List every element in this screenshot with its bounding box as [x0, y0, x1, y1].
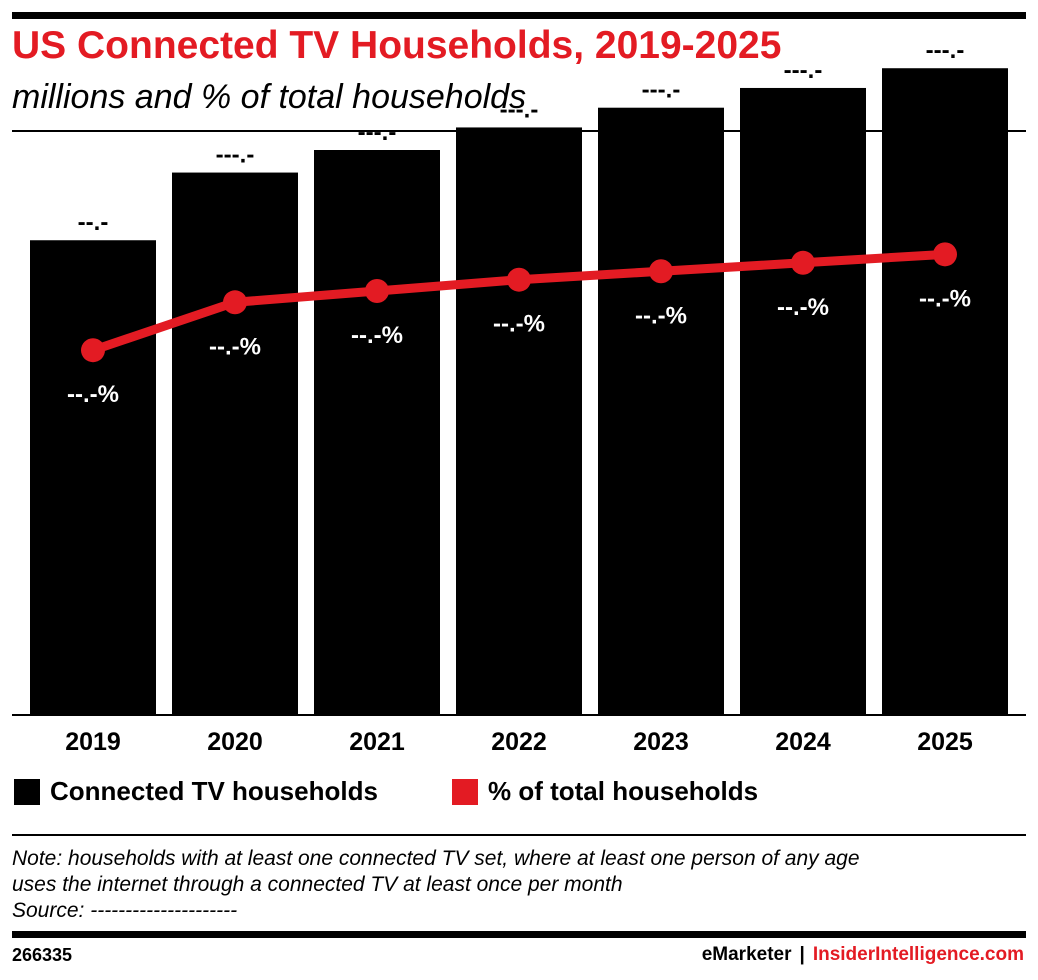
- line-point-2025: [933, 242, 957, 267]
- line-value-label-2025: --.-%: [919, 285, 971, 312]
- bottom-rule: [12, 931, 1026, 938]
- bar-value-label-2021: ---.-: [358, 119, 397, 146]
- note-rule: [12, 834, 1026, 836]
- x-tick-label-2025: 2025: [917, 728, 973, 756]
- bar-value-label-2019: --.-: [78, 209, 109, 236]
- bar-value-label-2025: ---.-: [926, 37, 965, 64]
- x-axis-line: [12, 714, 1026, 716]
- line-value-label-2021: --.-%: [351, 322, 403, 349]
- bar-value-label-2024: ---.-: [784, 57, 823, 84]
- bar-2021: [314, 150, 440, 714]
- legend-item-bars: Connected TV households: [14, 776, 378, 807]
- line-point-2021: [365, 279, 389, 303]
- x-tick-label-2023: 2023: [633, 728, 689, 756]
- bar-2019: [30, 240, 156, 715]
- x-tick-label-2021: 2021: [349, 728, 405, 756]
- line-value-label-2023: --.-%: [635, 302, 687, 329]
- line-point-2019: [81, 338, 105, 363]
- top-rule: [12, 12, 1026, 19]
- chart-subtitle: millions and % of total households: [12, 78, 527, 116]
- line-value-label-2022: --.-%: [493, 311, 545, 338]
- line-point-2023: [649, 259, 673, 284]
- x-tick-label-2022: 2022: [491, 728, 547, 756]
- bar-value-label-2022: ---.-: [500, 96, 539, 123]
- legend-swatch-bars: [14, 778, 40, 805]
- source-line: Source: ---------------------: [12, 899, 238, 922]
- chart-title: US Connected TV Households, 2019-2025: [12, 24, 782, 67]
- brand-separator: |: [799, 944, 805, 965]
- chart-note: Note: households with at least one conne…: [12, 846, 1022, 924]
- line-value-label-2024: --.-%: [777, 294, 829, 321]
- legend-item-line: % of total households: [452, 776, 758, 807]
- legend-label-bars: Connected TV households: [50, 776, 378, 806]
- x-tick-label-2024: 2024: [775, 728, 831, 756]
- line-point-2020: [223, 290, 247, 315]
- line-value-label-2019: --.-%: [67, 381, 119, 408]
- line-point-2024: [791, 250, 815, 275]
- brand-insider-intelligence: InsiderIntelligence.com: [812, 944, 1024, 965]
- note-line-1: Note: households with at least one conne…: [12, 847, 860, 870]
- bar-2024: [740, 87, 866, 714]
- x-tick-label-2020: 2020: [207, 728, 263, 756]
- bar-2025: [882, 68, 1008, 715]
- chart-id: 266335: [12, 945, 73, 965]
- line-value-label-2020: --.-%: [209, 333, 261, 360]
- x-tick-label-2019: 2019: [65, 728, 121, 756]
- bar-2022: [456, 127, 582, 714]
- bar-2020: [172, 172, 298, 714]
- bar-value-label-2023: ---.-: [642, 77, 681, 104]
- footer-brand: eMarketer | InsiderIntelligence.com: [702, 944, 1024, 966]
- line-point-2022: [507, 267, 531, 292]
- note-line-2: uses the internet through a connected TV…: [12, 873, 623, 896]
- legend-label-line: % of total households: [488, 776, 759, 806]
- chart-area: --.- 2019 ---.- 2020 ---.- 2021 ---.- 2022 ---.-…: [12, 37, 1026, 756]
- brand-emarketer: eMarketer: [701, 944, 792, 965]
- bar-value-label-2020: ---.-: [216, 142, 255, 169]
- legend-swatch-line: [452, 778, 478, 805]
- bar-2023: [598, 107, 724, 714]
